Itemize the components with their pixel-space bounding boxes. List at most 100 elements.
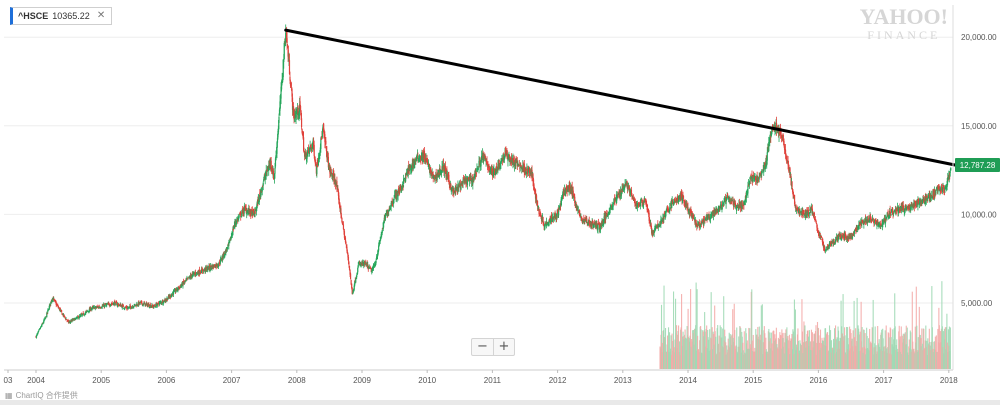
candle-body [417, 155, 419, 158]
candle-body [783, 146, 786, 150]
candle-body [539, 213, 541, 215]
zoom-out-button[interactable]: − [472, 339, 493, 355]
volume-bar [668, 332, 671, 369]
candle-body [558, 209, 560, 216]
candle-body [370, 267, 372, 273]
candle-body [191, 273, 194, 277]
candle-body [497, 163, 499, 171]
candle-body [907, 206, 909, 210]
candle-body [661, 219, 663, 222]
ticker-chip[interactable]: ^HSCE 10365.22 ✕ [10, 7, 113, 25]
candle-body [813, 213, 815, 216]
candle-body [841, 233, 843, 237]
candle-body [640, 199, 643, 200]
candle-body [750, 178, 752, 181]
candle-body [944, 186, 947, 188]
candle-body [844, 234, 846, 235]
candle-body [38, 329, 40, 331]
candle-body [314, 159, 316, 164]
candle-body [375, 256, 378, 260]
candle-body [594, 223, 596, 225]
candle-body [337, 187, 339, 192]
candle-body [318, 154, 320, 159]
candle-body [288, 60, 291, 75]
candle-body [289, 76, 291, 81]
candle-body [232, 228, 234, 235]
candle-body [741, 204, 743, 209]
candle-body [609, 211, 611, 213]
candle-body [822, 242, 825, 248]
candle-body [930, 195, 932, 197]
candle-body [770, 133, 772, 137]
candle-body [172, 291, 175, 295]
candle-body [238, 215, 240, 217]
candle-body [844, 234, 846, 239]
candle-body [778, 129, 780, 136]
candle-body [254, 209, 256, 211]
candle-body [729, 199, 731, 202]
volume-bar [931, 327, 933, 369]
candle-body [353, 285, 355, 290]
candle-body [649, 220, 651, 222]
candle-body [448, 174, 450, 181]
candle-body [74, 318, 76, 320]
candle-body [641, 199, 643, 203]
candle-body [528, 167, 531, 173]
candle-body [610, 206, 612, 208]
candle-body [550, 214, 553, 221]
candle-body [85, 311, 87, 314]
candle-body [654, 227, 656, 229]
candle-body [942, 185, 945, 189]
candle-body [931, 197, 933, 198]
candle-body [536, 200, 539, 207]
current-price-label: 12,787.28 [960, 161, 996, 170]
volume-bar [833, 328, 836, 369]
candle-body [629, 191, 631, 193]
volume-bar [664, 327, 667, 369]
candle-body [577, 209, 579, 211]
candle-body [697, 224, 699, 226]
candle-body [383, 217, 385, 223]
candle-body [620, 192, 623, 195]
candle-body [75, 318, 77, 320]
candle-body [220, 258, 222, 259]
candle-body [397, 189, 399, 197]
candle-body [346, 246, 348, 252]
candle-body [848, 235, 850, 240]
candle-body [265, 175, 267, 178]
candle-body [423, 150, 426, 160]
candle-body [490, 168, 492, 170]
candle-body [135, 304, 137, 306]
zoom-in-button[interactable]: + [493, 339, 514, 355]
candle-body [537, 208, 539, 210]
candle-body [442, 163, 444, 169]
candle-body [130, 307, 132, 309]
candle-body [818, 236, 821, 238]
candle-body [556, 212, 558, 218]
candle-body [591, 221, 593, 226]
candle-body [158, 302, 160, 305]
candle-body [828, 246, 830, 249]
volume-bar [676, 325, 678, 369]
ticker-value: 10365.22 [52, 11, 90, 21]
candle-body [332, 173, 335, 176]
close-icon[interactable]: ✕ [96, 10, 106, 21]
candle-body [133, 306, 135, 308]
candle-body [631, 193, 633, 197]
candle-body [371, 269, 373, 272]
candle-body [114, 302, 116, 306]
candle-body [323, 128, 325, 135]
candle-body [608, 213, 610, 215]
volume-bar [743, 331, 745, 369]
candle-body [671, 202, 673, 209]
candle-body [234, 221, 236, 226]
candle-body [357, 268, 359, 273]
candle-body [693, 218, 695, 220]
candle-body [785, 153, 787, 159]
candle-body [403, 178, 405, 185]
candle-body [703, 219, 705, 225]
candle-body [37, 330, 40, 332]
candle-body [616, 194, 618, 204]
candle-body [897, 209, 900, 214]
